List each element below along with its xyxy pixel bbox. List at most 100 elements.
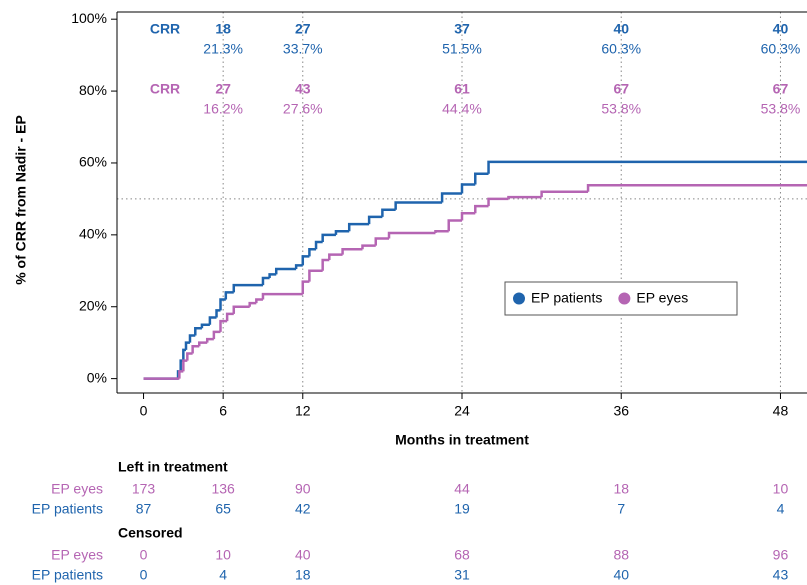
y-tick-label: 20% bbox=[79, 297, 107, 313]
risk-row-label: EP patients bbox=[32, 501, 103, 517]
step-segment bbox=[341, 247, 363, 255]
risk-row-label: EP eyes bbox=[51, 481, 103, 497]
y-tick-label: 40% bbox=[79, 226, 107, 242]
y-tick-label: 80% bbox=[79, 82, 107, 98]
step-segment bbox=[212, 330, 221, 340]
crr-percent: 53.8% bbox=[761, 101, 801, 117]
step-segment bbox=[215, 309, 221, 318]
crr-count: 40 bbox=[773, 21, 789, 37]
risk-cell: 0 bbox=[140, 567, 148, 583]
step-segment bbox=[460, 183, 476, 194]
step-segment bbox=[540, 190, 589, 198]
crr-percent: 51.5% bbox=[442, 41, 482, 57]
risk-table-heading: Censored bbox=[118, 525, 183, 541]
risk-cell: 4 bbox=[219, 567, 227, 583]
y-tick-label: 0% bbox=[87, 369, 107, 385]
step-segment bbox=[328, 253, 343, 261]
risk-cell: 40 bbox=[613, 567, 629, 583]
risk-cell: 31 bbox=[454, 567, 470, 583]
step-segment bbox=[387, 231, 436, 239]
step-segment bbox=[440, 192, 462, 203]
step-segment bbox=[334, 230, 350, 235]
crr-count: 40 bbox=[613, 21, 629, 37]
risk-cell: 136 bbox=[211, 481, 235, 497]
risk-row-label: EP eyes bbox=[51, 547, 103, 563]
risk-table-heading: Left in treatment bbox=[118, 459, 228, 475]
step-segment bbox=[255, 298, 263, 304]
step-segment bbox=[188, 334, 196, 343]
step-segment bbox=[367, 215, 383, 225]
step-segment bbox=[294, 264, 303, 269]
legend-marker bbox=[618, 292, 631, 305]
crr-percent: 60.3% bbox=[761, 41, 801, 57]
risk-cell: 96 bbox=[773, 547, 789, 563]
x-tick-label: 6 bbox=[219, 403, 227, 419]
step-segment bbox=[460, 212, 476, 221]
step-segment bbox=[381, 208, 396, 217]
step-segment bbox=[321, 233, 336, 243]
x-tick-label: 0 bbox=[140, 403, 148, 419]
risk-cell: 88 bbox=[613, 547, 629, 563]
crr-percent: 44.4% bbox=[442, 101, 482, 117]
step-segment bbox=[261, 292, 303, 300]
risk-cell: 18 bbox=[295, 567, 311, 583]
step-segment bbox=[268, 273, 277, 278]
legend-label: EP eyes bbox=[636, 290, 688, 306]
step-segment bbox=[205, 337, 214, 343]
x-tick-label: 36 bbox=[613, 403, 629, 419]
risk-row-label: EP patients bbox=[32, 567, 103, 583]
risk-cell: 7 bbox=[617, 501, 625, 517]
step-segment bbox=[314, 240, 323, 250]
step-segment bbox=[182, 359, 188, 372]
risk-cell: 44 bbox=[454, 481, 470, 497]
crr-percent: 60.3% bbox=[601, 41, 641, 57]
step-segment bbox=[586, 183, 807, 192]
risk-cell: 173 bbox=[132, 481, 156, 497]
step-segment bbox=[248, 301, 257, 307]
risk-cell: 42 bbox=[295, 501, 311, 517]
crr-percent: 21.3% bbox=[203, 41, 243, 57]
risk-cell: 87 bbox=[136, 501, 152, 517]
step-segment bbox=[182, 348, 186, 361]
step-segment bbox=[225, 312, 234, 322]
step-segment bbox=[186, 352, 193, 361]
crr-percent: 53.8% bbox=[601, 101, 641, 117]
x-tick-label: 24 bbox=[454, 403, 470, 419]
y-tick-label: 100% bbox=[71, 10, 107, 26]
crr-count: 27 bbox=[215, 81, 231, 97]
crr-count: 27 bbox=[295, 21, 311, 37]
crr-count: 61 bbox=[454, 81, 470, 97]
x-axis-label: Months in treatment bbox=[395, 432, 529, 448]
x-tick-label: 12 bbox=[295, 403, 311, 419]
step-segment bbox=[347, 222, 370, 232]
crr-label: CRR bbox=[150, 21, 180, 37]
step-segment bbox=[224, 291, 234, 300]
crr-percent: 27.6% bbox=[283, 101, 323, 117]
legend: EP patients EP eyes bbox=[504, 281, 738, 316]
step-segment bbox=[274, 267, 297, 275]
crr-percent: 16.2% bbox=[203, 101, 243, 117]
risk-cell: 0 bbox=[140, 547, 148, 563]
risk-cell: 65 bbox=[215, 501, 231, 517]
step-segment bbox=[232, 305, 250, 314]
crr-count: 43 bbox=[295, 81, 311, 97]
crr-percent: 33.7% bbox=[283, 41, 323, 57]
step-segment bbox=[361, 244, 376, 250]
step-segment bbox=[434, 230, 449, 234]
risk-cell: 18 bbox=[613, 481, 629, 497]
risk-cell: 10 bbox=[215, 547, 231, 563]
step-segment bbox=[178, 370, 184, 379]
crr-label: CRR bbox=[150, 81, 180, 97]
step-segment bbox=[308, 247, 317, 257]
y-axis-label: % of CRR from Nadir - EP bbox=[13, 115, 29, 285]
step-segment bbox=[219, 319, 228, 332]
step-segment bbox=[447, 219, 462, 232]
step-segment bbox=[487, 160, 807, 174]
step-segment bbox=[474, 172, 489, 185]
step-segment bbox=[301, 255, 310, 266]
step-segment bbox=[208, 316, 217, 325]
step-segment bbox=[200, 323, 210, 329]
risk-cell: 68 bbox=[454, 547, 470, 563]
step-segment bbox=[507, 195, 542, 199]
step-segment bbox=[184, 341, 190, 350]
